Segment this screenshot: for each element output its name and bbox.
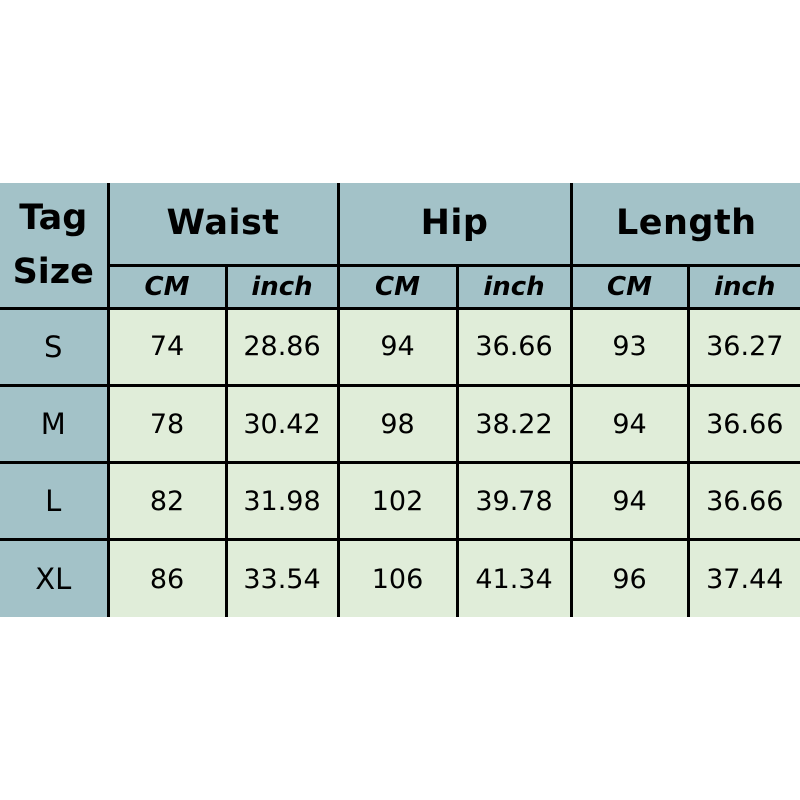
value-cell-waist-cm: 86 (106, 538, 228, 619)
value-cell-waist-inch: 28.86 (224, 306, 340, 387)
value-cell-hip-inch: 36.66 (455, 306, 573, 387)
unit-header-hip-cm: CM (336, 263, 459, 310)
corner-header-tag-size: Tag Size (0, 181, 110, 310)
value-cell-length-inch: 36.27 (686, 306, 800, 387)
size-label-cell: L (0, 461, 110, 542)
table-row-m: M 78 30.42 98 38.22 94 36.66 (0, 383, 800, 465)
table-row-l: L 82 31.98 102 39.78 94 36.66 (0, 461, 800, 542)
table-row-s: S 74 28.86 94 36.66 93 36.27 (0, 306, 800, 387)
table-row-xl: XL 86 33.54 106 41.34 96 37.44 (0, 538, 800, 619)
unit-header-hip-inch: inch (455, 263, 573, 310)
unit-header-waist-inch: inch (224, 263, 340, 310)
value-cell-length-inch: 36.66 (686, 383, 800, 465)
value-cell-length-cm: 96 (569, 538, 690, 619)
group-header-hip: Hip (336, 181, 573, 267)
value-cell-hip-cm: 106 (336, 538, 459, 619)
value-cell-waist-inch: 31.98 (224, 461, 340, 542)
value-cell-length-cm: 94 (569, 383, 690, 465)
value-cell-hip-inch: 38.22 (455, 383, 573, 465)
value-cell-waist-cm: 78 (106, 383, 228, 465)
value-cell-length-inch: 36.66 (686, 461, 800, 542)
size-label-cell: XL (0, 538, 110, 619)
group-header-waist: Waist (106, 181, 340, 267)
value-cell-waist-inch: 30.42 (224, 383, 340, 465)
group-header-length: Length (569, 181, 800, 267)
size-label-cell: S (0, 306, 110, 387)
unit-header-waist-cm: CM (106, 263, 228, 310)
unit-header-length-inch: inch (686, 263, 800, 310)
unit-header-length-cm: CM (569, 263, 690, 310)
value-cell-length-inch: 37.44 (686, 538, 800, 619)
value-cell-hip-inch: 41.34 (455, 538, 573, 619)
size-chart-table: Tag Size Waist Hip Length CM inch CM inc… (0, 181, 800, 619)
value-cell-hip-cm: 102 (336, 461, 459, 542)
value-cell-length-cm: 93 (569, 306, 690, 387)
value-cell-waist-inch: 33.54 (224, 538, 340, 619)
value-cell-waist-cm: 74 (106, 306, 228, 387)
value-cell-waist-cm: 82 (106, 461, 228, 542)
value-cell-hip-cm: 98 (336, 383, 459, 465)
value-cell-hip-cm: 94 (336, 306, 459, 387)
value-cell-hip-inch: 39.78 (455, 461, 573, 542)
value-cell-length-cm: 94 (569, 461, 690, 542)
size-label-cell: M (0, 383, 110, 465)
